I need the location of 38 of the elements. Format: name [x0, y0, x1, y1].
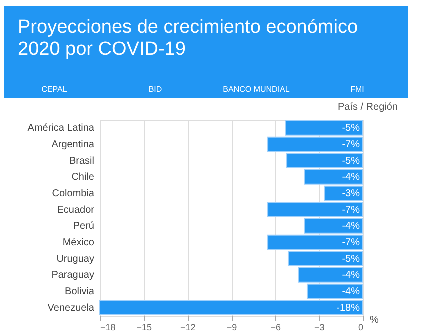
data-label: -4% [342, 221, 360, 232]
x-tick-label: −6 [270, 322, 281, 331]
x-tick-label: −3 [314, 322, 325, 331]
data-label: -3% [342, 188, 360, 200]
chart-title: Proyecciones de crecimiento económico 2020 por COVID-19 [18, 17, 358, 60]
y-tick-label: Argentina [52, 140, 95, 150]
y-tick-label: Bolivia [65, 286, 95, 298]
y-tick-label: Uruguay [56, 254, 94, 265]
data-label: -4% [342, 172, 360, 184]
x-axis-title: % [370, 315, 379, 326]
y-tick-label: Ecuador [57, 204, 96, 216]
data-label: -18% [336, 302, 360, 314]
y-tick-label: Venezuela [48, 302, 95, 314]
y-tick-label: Brasil [69, 156, 94, 167]
x-tick-label: −15 [136, 322, 152, 331]
y-tick-label: Perú [73, 221, 94, 232]
data-label: -5% [342, 123, 360, 134]
data-label: -5% [342, 254, 360, 265]
y-tick-label: Colombia [52, 188, 95, 200]
x-tick-label: 0 [358, 322, 364, 331]
x-tick-label: −12 [180, 322, 196, 331]
y-axis-title: País / Región [338, 102, 398, 113]
y-tick-label: América Latina [28, 123, 95, 134]
data-label: -4% [342, 270, 360, 282]
y-tick-label: México [62, 238, 95, 248]
x-tick-label: −9 [226, 322, 238, 331]
y-tick-label: Paraguay [52, 270, 94, 282]
text: BANCO MUNDIAL [223, 85, 290, 94]
data-label: -7% [342, 204, 360, 216]
data-label: -7% [342, 140, 360, 150]
data-label: -4% [342, 286, 360, 298]
text: FMI [350, 85, 364, 94]
data-label: -7% [342, 238, 360, 248]
y-tick-label: Chile [72, 172, 95, 184]
text: CEPAL [42, 85, 68, 94]
data-label: -5% [342, 156, 360, 167]
x-tick-label: −18 [100, 322, 116, 331]
text: BID [148, 85, 162, 94]
